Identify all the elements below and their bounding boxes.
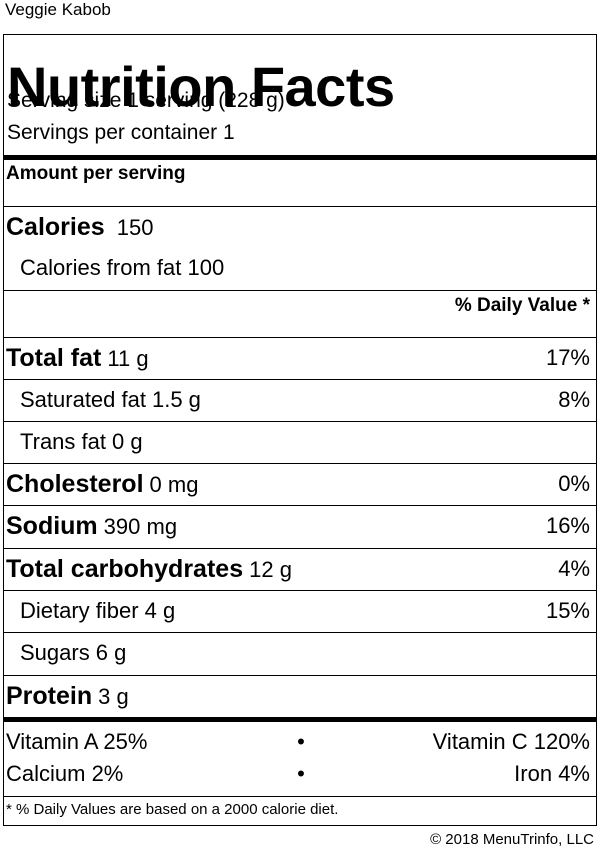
vitamin-a: Vitamin A 25% — [6, 729, 148, 754]
divider — [4, 290, 596, 291]
nutrient-dv: 0% — [558, 471, 590, 496]
nutrient-amount: 3 g — [98, 683, 129, 709]
divider — [4, 421, 596, 422]
nutrient-name: Total fat — [6, 343, 102, 372]
nutrient-amount: 12 g — [249, 556, 292, 582]
nutrient-name: Dietary fiber — [20, 598, 139, 623]
servings-per-container: Servings per container 1 — [7, 121, 235, 144]
divider — [4, 463, 596, 464]
divider — [4, 206, 596, 207]
nutrition-label: Nutrition Facts Serving size 1 serving (… — [3, 34, 597, 826]
nutrient-amount: 6 g — [95, 640, 127, 665]
divider — [4, 337, 596, 338]
bullet: • — [297, 761, 305, 786]
nutrient-name: Sugars — [20, 640, 90, 665]
nutrient-name: Saturated fat — [20, 387, 146, 412]
nutrient-row-saturated-fat: Saturated fat 1.5 g 8% — [4, 380, 596, 420]
nutrient-name: Trans fat — [20, 429, 106, 454]
nutrient-dv: 16% — [545, 513, 590, 538]
divider — [4, 379, 596, 380]
nutrient-dv: 15% — [545, 598, 590, 623]
nutrient-amount: 0 g — [112, 429, 143, 454]
nutrient-name: Protein — [6, 681, 93, 710]
divider — [4, 548, 596, 549]
label-title: Nutrition Facts — [7, 55, 395, 118]
vitamin-row: Vitamin A 25% • Vitamin C 120% — [6, 727, 590, 757]
nutrient-amount: 390 mg — [103, 513, 178, 539]
divider — [4, 590, 596, 591]
nutrient-row-sugars: Sugars 6 g — [4, 633, 596, 673]
divider — [4, 796, 596, 797]
amount-per-serving: Amount per serving — [6, 163, 186, 184]
nutrient-amount: 1.5 g — [151, 387, 201, 412]
vitamin-c: Vitamin C 120% — [432, 729, 590, 754]
calories-from-fat-row: Calories from fat 100 — [4, 248, 596, 288]
daily-value-header: % Daily Value * — [454, 295, 590, 316]
divider — [4, 675, 596, 676]
nutrient-row-trans-fat: Trans fat 0 g — [4, 422, 596, 462]
nutrient-row-cholesterol: Cholesterol 0 mg 0% — [4, 464, 596, 504]
nutrient-name: Sodium — [6, 511, 98, 540]
footnote: * % Daily Values are based on a 2000 cal… — [6, 801, 339, 818]
divider-thick — [4, 717, 596, 722]
divider — [4, 505, 596, 506]
calories-from-fat: Calories from fat 100 — [20, 255, 225, 280]
calories-value: 150 — [116, 214, 154, 240]
calcium: Calcium 2% — [6, 761, 124, 786]
calories-label: Calories — [6, 212, 105, 241]
page-title: Veggie Kabob — [5, 0, 111, 19]
copyright: © 2018 MenuTrinfo, LLC — [430, 831, 594, 848]
nutrient-row-total-fat: Total fat 11 g 17% — [4, 338, 596, 378]
nutrient-dv: 8% — [558, 387, 590, 412]
mineral-row: Calcium 2% • Iron 4% — [6, 759, 590, 789]
nutrient-amount: 4 g — [144, 598, 176, 623]
nutrient-amount: 11 g — [107, 345, 149, 371]
nutrient-amount: 0 mg — [149, 471, 199, 497]
calories-row: Calories 150 — [4, 207, 596, 247]
nutrient-row-dietary-fiber: Dietary fiber 4 g 15% — [4, 591, 596, 631]
nutrient-dv: 4% — [558, 556, 590, 581]
nutrient-row-sodium: Sodium 390 mg 16% — [4, 506, 596, 546]
nutrient-dv: 17% — [545, 345, 590, 370]
iron: Iron 4% — [514, 761, 590, 786]
nutrient-name: Cholesterol — [6, 469, 144, 498]
divider-thick — [4, 155, 596, 160]
divider — [4, 632, 596, 633]
nutrient-name: Total carbohydrates — [6, 554, 244, 583]
nutrient-row-protein: Protein 3 g — [4, 676, 596, 716]
bullet: • — [297, 729, 305, 754]
serving-size: Serving size 1 serving (228 g) — [7, 89, 285, 112]
nutrient-row-total-carbohydrates: Total carbohydrates 12 g 4% — [4, 549, 596, 589]
